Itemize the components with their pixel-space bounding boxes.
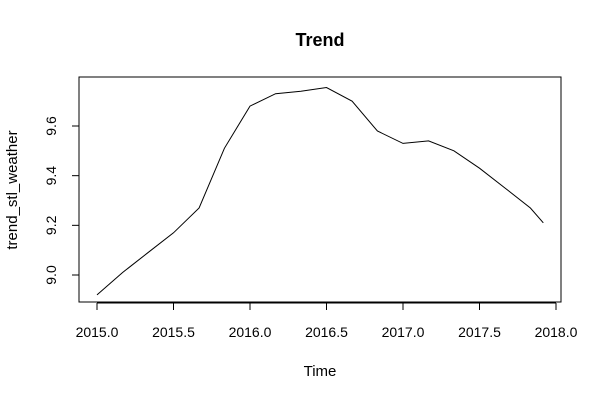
series-layer xyxy=(96,86,544,296)
y-tick-label: 9.6 xyxy=(43,116,59,136)
x-tick-label: 2016.5 xyxy=(305,324,348,340)
y-tick-label: 9.0 xyxy=(43,265,59,285)
series-line xyxy=(96,86,544,296)
x-tick-label: 2018.0 xyxy=(535,324,578,340)
chart-title: Trend xyxy=(295,30,344,50)
x-tick-label: 2015.5 xyxy=(152,324,195,340)
x-tick-label: 2017.5 xyxy=(458,324,501,340)
x-axis-label: Time xyxy=(304,363,337,380)
plot-frame xyxy=(78,76,562,303)
y-axis-label: trend_stl_weather xyxy=(4,130,21,249)
x-tick-label: 2017.0 xyxy=(382,324,425,340)
y-tick-label: 9.4 xyxy=(43,166,59,186)
y-axis: 9.0 9.2 9.4 9.6 xyxy=(43,116,80,285)
x-tick-label: 2016.0 xyxy=(229,324,272,340)
x-tick-label: 2015.0 xyxy=(76,324,119,340)
x-axis: 2015.0 2015.5 2016.0 2016.5 2017.0 2017.5 2018… xyxy=(76,302,578,340)
y-tick-label: 9.2 xyxy=(43,215,59,235)
